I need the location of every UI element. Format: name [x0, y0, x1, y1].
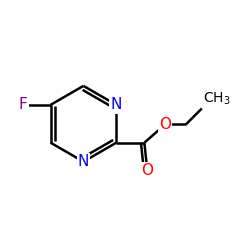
Text: CH$_3$: CH$_3$: [203, 90, 231, 106]
Text: N: N: [78, 154, 89, 169]
Text: O: O: [159, 117, 171, 132]
Text: O: O: [141, 163, 153, 178]
Text: N: N: [110, 97, 122, 112]
Text: F: F: [19, 97, 28, 112]
